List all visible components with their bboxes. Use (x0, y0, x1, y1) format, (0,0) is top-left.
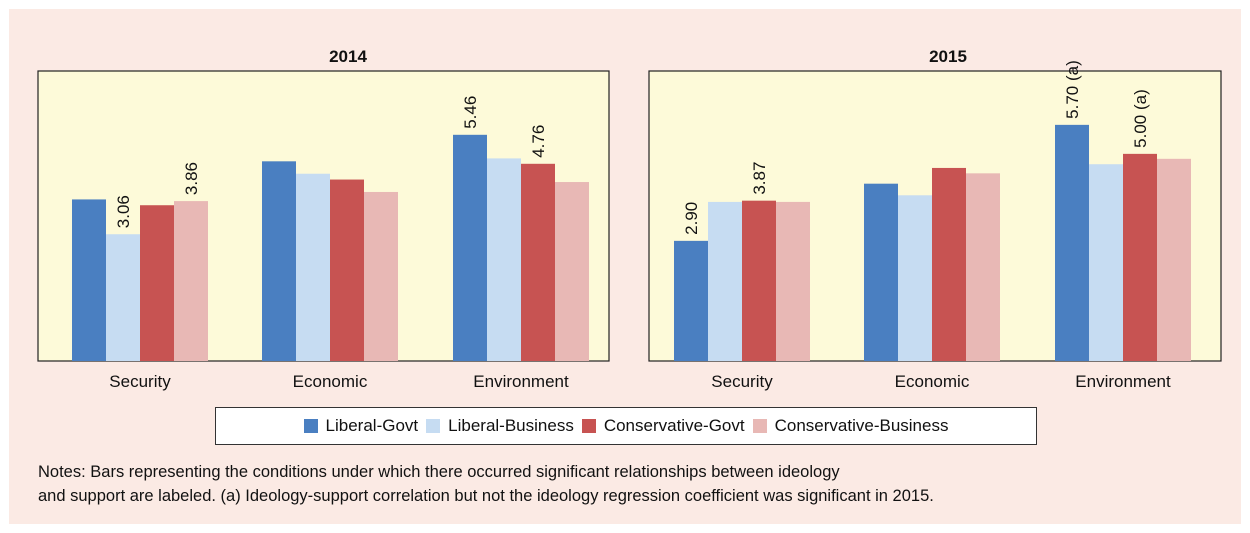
legend-item-liberal-govt: Liberal-Govt (303, 416, 419, 436)
data-label: 3.87 (750, 162, 769, 195)
data-label: 3.06 (114, 195, 133, 228)
panel-title-2014: 2014 (329, 47, 367, 66)
bar-liberal-govt-environment (1055, 124, 1089, 361)
legend-label: Conservative-Business (774, 416, 949, 435)
chart-legend: Liberal-Govt Liberal-Business Conservati… (215, 407, 1037, 445)
bar-conservative-govt-environment (521, 163, 555, 361)
data-label: 3.86 (182, 162, 201, 195)
bar-liberal-govt-economic (262, 161, 296, 361)
legend-label: Conservative-Govt (603, 416, 745, 435)
legend-swatch (303, 419, 318, 433)
legend-swatch (581, 419, 596, 433)
x-tick-label: Security (711, 372, 773, 391)
notes-line-1: Notes: Bars representing the conditions … (38, 463, 840, 481)
data-label: 5.00 (a) (1131, 89, 1150, 148)
bar-liberal-govt-economic (864, 183, 898, 361)
figure-notes: Notes: Bars representing the conditions … (38, 460, 934, 508)
legend-swatch (752, 419, 767, 433)
legend-item-liberal-business: Liberal-Business (426, 416, 574, 436)
bar-liberal-govt-security (674, 240, 708, 361)
notes-line-2: and support are labeled. (a) Ideology-su… (38, 487, 934, 505)
bar-conservative-govt-security (140, 205, 174, 361)
legend-swatch (426, 419, 441, 433)
bar-liberal-business-security (708, 201, 742, 361)
bar-liberal-govt-security (72, 199, 106, 361)
bar-liberal-business-environment (1089, 164, 1123, 361)
legend-label: Liberal-Govt (325, 416, 419, 435)
data-label: 5.70 (a) (1063, 60, 1082, 119)
bar-conservative-business-security (174, 201, 208, 361)
x-tick-label: Environment (473, 372, 569, 391)
bar-charts: 3.06 3.86 Security Economic 5.46 4.76 Environm… (37, 60, 1222, 391)
bar-conservative-govt-economic (932, 167, 966, 361)
x-tick-label: Security (109, 372, 171, 391)
bar-conservative-business-economic (966, 173, 1000, 361)
bar-liberal-business-economic (898, 195, 932, 361)
legend-item-conservative-business: Conservative-Business (752, 416, 949, 436)
bar-conservative-govt-economic (330, 179, 364, 361)
x-tick-label: Economic (293, 372, 368, 391)
bar-liberal-business-security (106, 234, 140, 361)
x-tick-label: Economic (895, 372, 970, 391)
bar-conservative-govt-security (742, 200, 776, 361)
bar-liberal-business-economic (296, 173, 330, 361)
bar-liberal-business-environment (487, 158, 521, 361)
bar-conservative-business-environment (1157, 158, 1191, 361)
data-label: 5.46 (461, 96, 480, 129)
bar-conservative-govt-environment (1123, 153, 1157, 361)
bar-liberal-govt-environment (453, 134, 487, 361)
legend-label: Liberal-Business (448, 416, 574, 435)
bar-conservative-business-environment (555, 182, 589, 361)
data-label: 2.90 (682, 202, 701, 235)
bar-conservative-business-security (776, 201, 810, 361)
bar-conservative-business-economic (364, 191, 398, 361)
data-label: 4.76 (529, 125, 548, 158)
x-tick-label: Environment (1075, 372, 1171, 391)
panel-title-2015: 2015 (929, 47, 967, 66)
legend-item-conservative-govt: Conservative-Govt (581, 416, 745, 436)
